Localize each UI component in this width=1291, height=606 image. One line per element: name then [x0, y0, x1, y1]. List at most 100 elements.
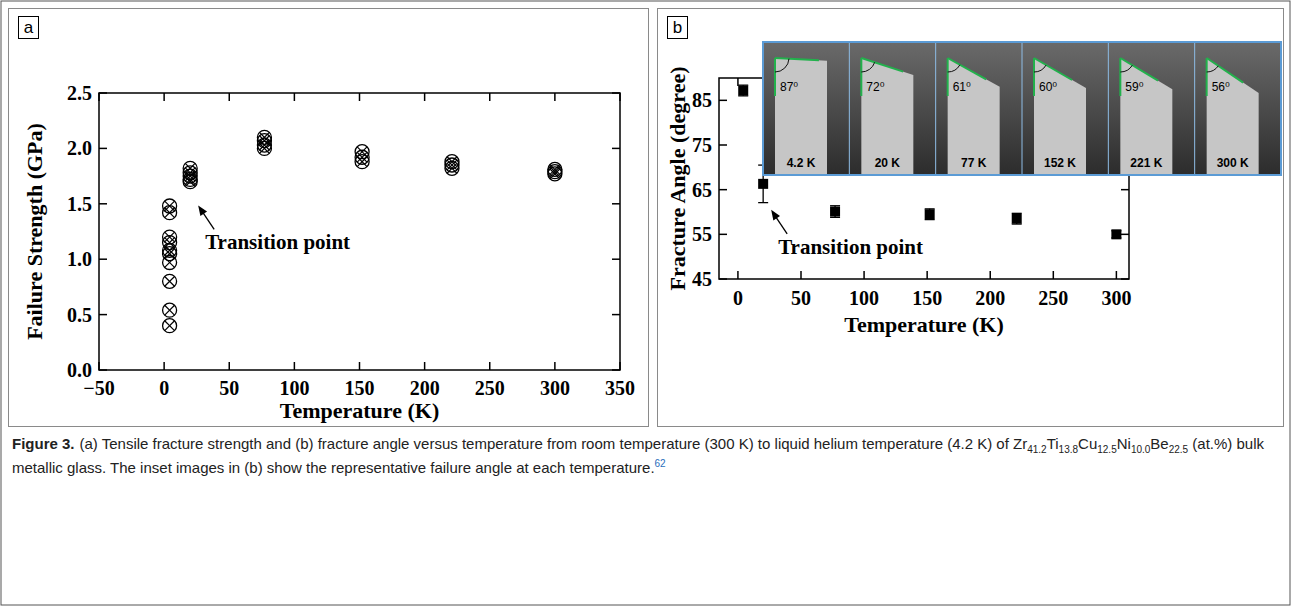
caption-text: Ti — [1047, 435, 1059, 452]
y-tick — [99, 258, 107, 260]
marker-circle — [355, 155, 369, 169]
marker-cross — [357, 152, 367, 162]
data-point — [1012, 214, 1022, 224]
caption: Figure 3.(a) Tensile fracture strength a… — [12, 433, 1274, 478]
y-tick-label: 45 — [692, 268, 712, 290]
angle-label: 59⁰ — [1125, 80, 1143, 94]
x-tick-label: 300 — [540, 377, 570, 399]
y-tick — [719, 144, 727, 146]
angle-line — [774, 58, 776, 96]
y-tick-right — [1121, 189, 1129, 191]
x-tick-top — [229, 93, 231, 101]
marker-square — [1012, 214, 1022, 224]
marker-circle — [163, 303, 177, 317]
x-tick-label: 150 — [345, 377, 375, 399]
marker-circle — [257, 130, 271, 144]
x-tick-label: 200 — [410, 377, 440, 399]
y-axis-title: Fracture Angle (degree) — [665, 67, 690, 291]
data-point — [925, 209, 935, 219]
annotation-arrow — [771, 210, 787, 234]
x-tick-top — [163, 93, 165, 101]
data-point — [738, 86, 748, 96]
inset-divider — [1022, 42, 1023, 175]
inset-cell — [1022, 42, 1108, 175]
y-tick-right — [1121, 278, 1129, 280]
specimen — [948, 58, 1000, 175]
caption-text: (a) Tensile fracture strength and (b) fr… — [80, 435, 1028, 452]
x-tick-label: 250 — [475, 377, 505, 399]
marker-circle — [257, 141, 271, 155]
y-tick-label: 2.0 — [67, 137, 92, 159]
inset-cell — [849, 42, 935, 175]
data-point — [163, 303, 177, 317]
caption-sub: 41.2 — [1027, 444, 1046, 455]
angle-label: 87⁰ — [780, 80, 798, 94]
y-tick — [99, 148, 107, 150]
marker-cross — [165, 305, 175, 315]
x-tick-label: 350 — [605, 377, 635, 399]
angle-arc — [1207, 66, 1219, 72]
fracture-line — [861, 58, 903, 72]
marker-circle — [183, 175, 197, 189]
caption-sub: 12.5 — [1097, 444, 1116, 455]
x-tick — [359, 362, 361, 370]
error-bar — [925, 209, 935, 220]
marker-circle — [445, 158, 459, 172]
marker-cross — [357, 157, 367, 167]
panel-letter: a — [24, 18, 34, 37]
marker-cross — [165, 238, 175, 248]
marker-cross — [260, 136, 270, 146]
data-point — [830, 207, 840, 217]
y-tick-label: 1.0 — [67, 248, 92, 270]
x-tick-top — [98, 93, 100, 101]
figure: a−500501001502002503003500.00.51.01.52.0… — [0, 0, 1291, 606]
x-tick-label: 50 — [791, 287, 811, 309]
data-point — [445, 158, 459, 172]
specimen — [775, 58, 827, 175]
specimen — [861, 58, 913, 175]
x-tick-top — [489, 93, 491, 101]
x-tick — [229, 362, 231, 370]
inset-cell — [1195, 42, 1281, 175]
marker-cross — [165, 208, 175, 218]
x-tick-label: 50 — [219, 377, 239, 399]
marker-cross — [260, 144, 270, 154]
marker-circle — [163, 247, 177, 261]
data-point — [183, 175, 197, 189]
y-tick — [719, 100, 727, 102]
plot-frame — [99, 93, 620, 370]
arrow-head — [198, 205, 207, 216]
marker-cross — [260, 136, 270, 146]
panel-letter-box — [19, 17, 39, 39]
y-tick-label: 2.5 — [67, 82, 92, 104]
data-point — [758, 179, 768, 189]
data-point — [163, 206, 177, 220]
fracture-line — [948, 58, 986, 79]
data-point — [163, 247, 177, 261]
x-tick — [489, 362, 491, 370]
inset-cell — [1108, 42, 1194, 175]
y-tick-right — [612, 314, 620, 316]
annotation-arrow — [198, 205, 214, 229]
x-tick-top — [424, 93, 426, 101]
error-bar-cap — [758, 202, 768, 203]
x-tick — [989, 271, 991, 279]
marker-cross — [165, 321, 175, 331]
marker-cross — [165, 258, 175, 268]
y-tick-label: 85 — [692, 89, 712, 111]
specimen — [1034, 58, 1086, 175]
x-tick — [800, 271, 802, 279]
x-tick-label: 300 — [1101, 287, 1131, 309]
specimen — [1207, 58, 1259, 175]
marker-circle — [163, 256, 177, 270]
arrow-shaft — [203, 212, 215, 229]
marker-cross — [260, 144, 270, 154]
y-tick — [99, 203, 107, 205]
y-tick — [719, 278, 727, 280]
x-tick — [98, 362, 100, 370]
marker-cross — [550, 169, 560, 179]
marker-cross — [165, 276, 175, 286]
y-tick-label: 65 — [692, 179, 712, 201]
x-tick-label: 0 — [733, 287, 743, 309]
y-tick-right — [612, 148, 620, 150]
